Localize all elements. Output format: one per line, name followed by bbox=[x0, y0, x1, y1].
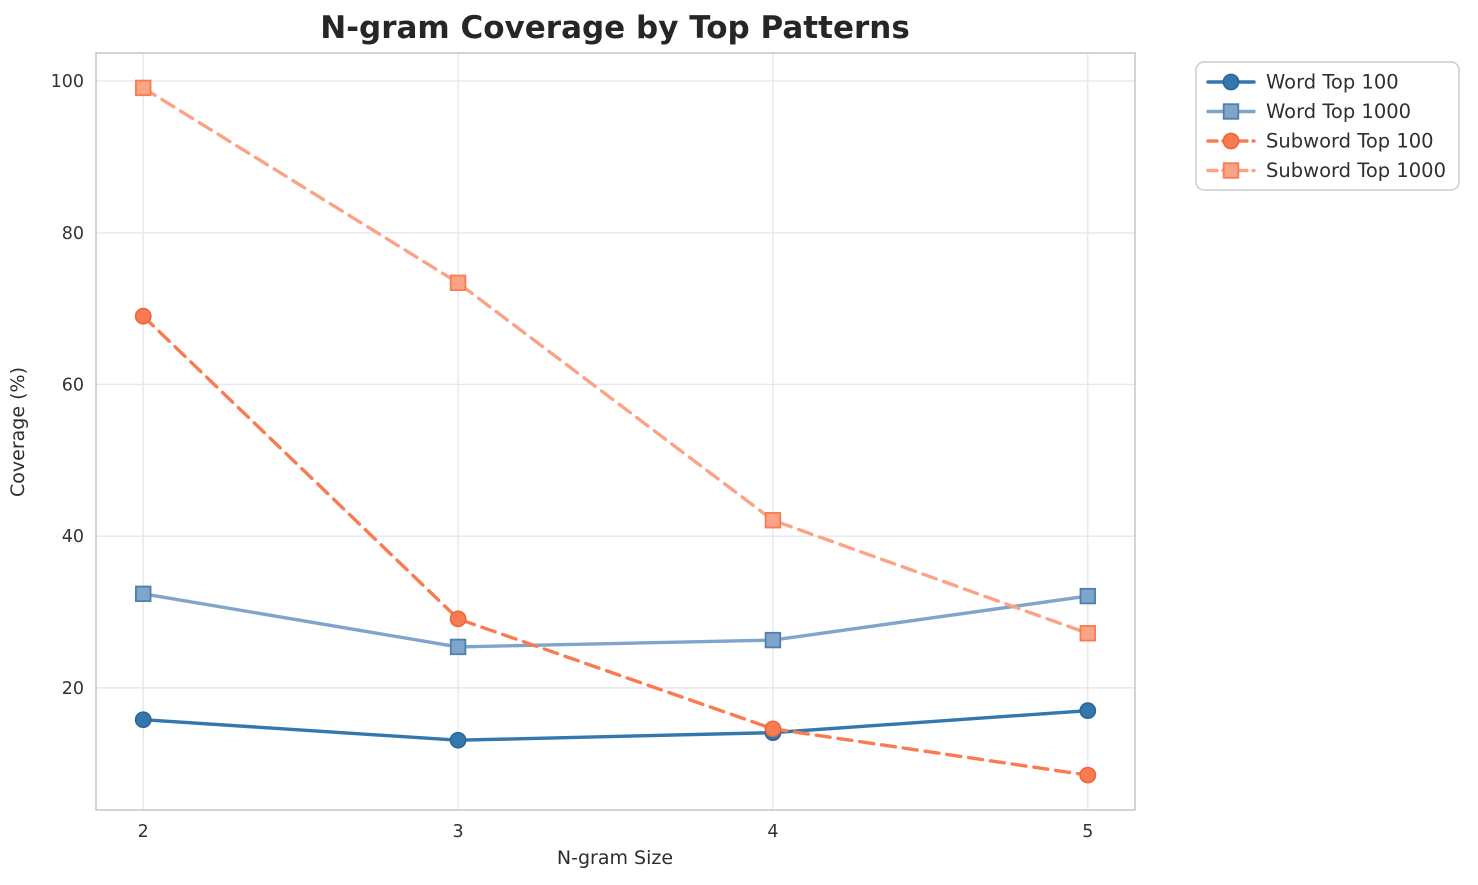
data-point-subword-top-100 bbox=[134, 307, 152, 325]
series-layer bbox=[134, 79, 1097, 784]
plot-frame bbox=[95, 52, 1136, 811]
data-point-word-top-1000 bbox=[449, 638, 467, 656]
y-tick-label: 40 bbox=[62, 527, 84, 547]
y-axis-label: Coverage (%) bbox=[7, 367, 29, 497]
x-tick-label: 4 bbox=[767, 822, 778, 842]
x-axis-label: N-gram Size bbox=[557, 847, 673, 869]
series-subword-top-100 bbox=[134, 307, 1097, 784]
legend-item-word-top-100: Word Top 100 bbox=[1206, 71, 1399, 94]
data-point-word-top-100 bbox=[1079, 702, 1097, 720]
legend-marker-word-top-100 bbox=[1222, 73, 1240, 91]
gridlines bbox=[96, 53, 1135, 810]
legend-label-word-top-100: Word Top 100 bbox=[1266, 71, 1399, 94]
legend-item-word-top-1000: Word Top 1000 bbox=[1206, 100, 1411, 123]
series-line-subword-top-100 bbox=[141, 314, 1090, 777]
x-tick-label: 5 bbox=[1082, 822, 1093, 842]
data-point-word-top-1000 bbox=[764, 631, 782, 649]
legend-marker-subword-top-100 bbox=[1222, 132, 1240, 150]
data-point-word-top-100 bbox=[449, 731, 467, 749]
y-tick-label: 100 bbox=[51, 72, 84, 92]
legend: Word Top 100 Word Top 1000 Subword Top 100… bbox=[1195, 61, 1460, 191]
data-point-word-top-100 bbox=[134, 711, 152, 729]
plot-spines bbox=[95, 52, 1136, 811]
y-tick-label: 80 bbox=[62, 224, 84, 244]
data-point-subword-top-1000 bbox=[764, 512, 782, 529]
plot-area bbox=[96, 53, 1135, 810]
y-tick-label: 20 bbox=[62, 679, 84, 699]
data-point-subword-top-1000 bbox=[1079, 625, 1096, 642]
x-tick-label: 3 bbox=[453, 822, 464, 842]
legend-label-subword-top-100: Subword Top 100 bbox=[1266, 130, 1434, 153]
series-line-word-top-100 bbox=[141, 708, 1090, 742]
legend-item-subword-top-100: Subword Top 100 bbox=[1206, 130, 1434, 153]
y-tick-label: 60 bbox=[62, 375, 84, 395]
series-word-top-100 bbox=[134, 702, 1097, 749]
series-word-top-1000 bbox=[135, 585, 1096, 656]
data-point-subword-top-100 bbox=[449, 610, 467, 628]
data-point-word-top-1000 bbox=[135, 585, 152, 603]
plot-background bbox=[96, 53, 1135, 810]
data-point-subword-top-100 bbox=[1079, 766, 1097, 784]
data-point-subword-top-1000 bbox=[449, 274, 467, 292]
data-point-subword-top-1000 bbox=[135, 79, 152, 97]
legend-label-word-top-1000: Word Top 1000 bbox=[1266, 100, 1411, 123]
data-point-word-top-1000 bbox=[1079, 587, 1096, 605]
x-tick-label: 2 bbox=[138, 822, 149, 842]
tick-labels: 20 40 60 80 100 2 3 4 5 bbox=[51, 72, 1094, 842]
legend-label-subword-top-1000: Subword Top 1000 bbox=[1266, 159, 1446, 182]
series-line-word-top-1000 bbox=[141, 592, 1090, 649]
data-point-subword-top-100 bbox=[764, 720, 782, 738]
chart-title: N-gram Coverage by Top Patterns bbox=[320, 10, 910, 46]
series-subword-top-1000 bbox=[135, 79, 1096, 642]
legend-item-subword-top-1000: Subword Top 1000 bbox=[1206, 159, 1446, 182]
legend-marker-word-top-1000 bbox=[1222, 103, 1240, 120]
legend-marker-subword-top-1000 bbox=[1222, 162, 1240, 179]
series-line-subword-top-1000 bbox=[141, 86, 1090, 635]
legend-box bbox=[1195, 61, 1460, 191]
